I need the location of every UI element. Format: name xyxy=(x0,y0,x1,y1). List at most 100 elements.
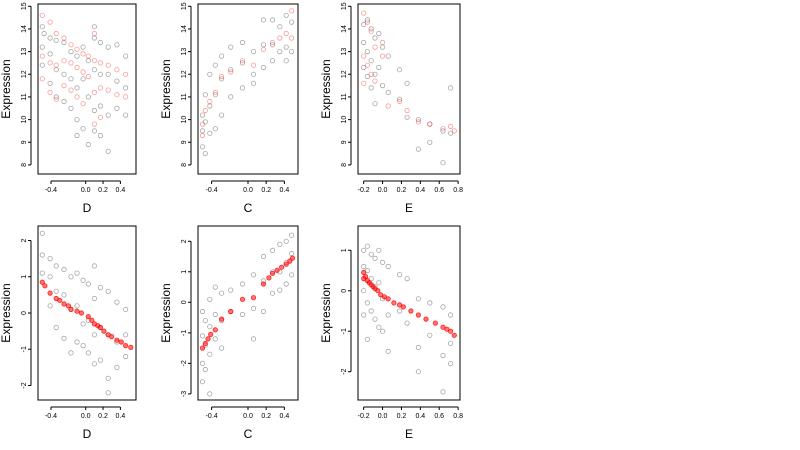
data-point xyxy=(53,263,59,269)
data-point xyxy=(41,30,47,37)
data-point xyxy=(250,305,257,311)
data-point xyxy=(47,290,53,296)
data-point xyxy=(423,316,429,322)
data-point xyxy=(123,342,129,349)
data-point xyxy=(74,94,80,100)
data-point xyxy=(105,375,111,381)
data-point xyxy=(385,296,391,302)
y-tick-label: -2 xyxy=(181,360,188,366)
data-point xyxy=(61,71,67,77)
y-tick-label: 9 xyxy=(21,140,28,144)
data-point xyxy=(260,42,267,48)
data-point xyxy=(277,287,283,293)
data-point xyxy=(283,12,289,18)
data-point xyxy=(269,42,276,48)
data-point xyxy=(199,333,206,339)
data-point xyxy=(415,117,421,123)
data-point xyxy=(53,96,59,102)
y-axis-title: Expression xyxy=(319,59,333,118)
y-tick-label: 8 xyxy=(341,163,348,167)
data-point xyxy=(65,303,72,309)
data-point xyxy=(53,37,59,43)
data-point xyxy=(260,17,267,23)
data-point xyxy=(114,92,120,98)
x-tick-label: 0.0 xyxy=(243,413,253,420)
data-point xyxy=(379,83,386,89)
y-tick-label: 10 xyxy=(181,116,188,124)
data-point xyxy=(39,270,45,276)
data-point xyxy=(80,101,86,107)
data-point xyxy=(47,255,53,262)
data-point xyxy=(53,30,59,37)
data-point xyxy=(212,126,218,132)
data-point xyxy=(250,336,257,342)
data-point xyxy=(80,277,86,283)
data-point xyxy=(385,89,391,96)
data-point xyxy=(269,270,276,276)
data-point xyxy=(440,126,446,132)
plot-frame xyxy=(197,3,299,175)
data-point xyxy=(288,250,295,257)
data-point xyxy=(440,389,446,395)
data-point xyxy=(219,112,225,118)
data-point xyxy=(376,64,382,71)
data-point xyxy=(415,296,421,302)
data-point xyxy=(376,30,382,37)
data-point xyxy=(447,340,454,346)
data-point xyxy=(396,67,403,73)
data-point xyxy=(260,64,267,71)
data-point xyxy=(277,35,283,41)
data-point xyxy=(372,35,378,41)
data-point xyxy=(364,19,370,25)
data-point xyxy=(250,48,257,55)
data-point xyxy=(447,130,454,136)
y-tick-label: 11 xyxy=(341,93,348,100)
data-point xyxy=(97,357,104,363)
y-tick-label: -1 xyxy=(341,328,348,334)
data-point xyxy=(219,76,225,82)
data-point xyxy=(123,71,129,77)
data-point xyxy=(228,69,234,75)
x-tick-label: -0.2 xyxy=(358,187,370,194)
x-tick-label: 0.2 xyxy=(98,413,108,420)
y-tick-label: 10 xyxy=(21,116,28,124)
data-point xyxy=(202,151,208,157)
data-point xyxy=(123,306,129,312)
x-tick-label: 0.4 xyxy=(279,413,289,420)
y-tick-label: 14 xyxy=(341,25,348,33)
data-point xyxy=(288,48,295,55)
data-point xyxy=(123,332,129,338)
data-point xyxy=(385,263,391,270)
data-point xyxy=(361,10,367,16)
data-point xyxy=(208,331,214,337)
x-tick-label: 0.0 xyxy=(378,413,388,420)
data-point xyxy=(207,351,213,357)
data-point xyxy=(212,336,218,342)
y-tick-label: 12 xyxy=(341,70,348,78)
y-tick-label: 9 xyxy=(341,140,348,144)
data-point xyxy=(105,62,111,68)
data-point xyxy=(260,46,267,52)
data-point xyxy=(91,263,98,269)
data-point xyxy=(39,62,45,68)
data-point xyxy=(385,348,391,354)
x-tick-label: 0.0 xyxy=(378,187,388,194)
data-point xyxy=(39,12,45,18)
data-point xyxy=(361,39,367,46)
y-tick-label: 10 xyxy=(341,116,348,124)
data-point xyxy=(277,24,283,30)
data-point xyxy=(123,85,129,91)
data-point xyxy=(91,30,98,37)
data-point xyxy=(123,353,129,360)
data-point xyxy=(288,232,295,238)
data-point xyxy=(91,35,98,41)
data-point xyxy=(361,64,367,71)
data-point xyxy=(432,320,438,326)
data-point xyxy=(250,62,257,68)
data-point xyxy=(91,58,98,64)
data-point xyxy=(74,132,80,139)
data-point xyxy=(283,30,289,37)
data-point xyxy=(118,339,124,345)
data-point xyxy=(97,39,104,46)
x-tick-label: 0.4 xyxy=(116,413,126,420)
